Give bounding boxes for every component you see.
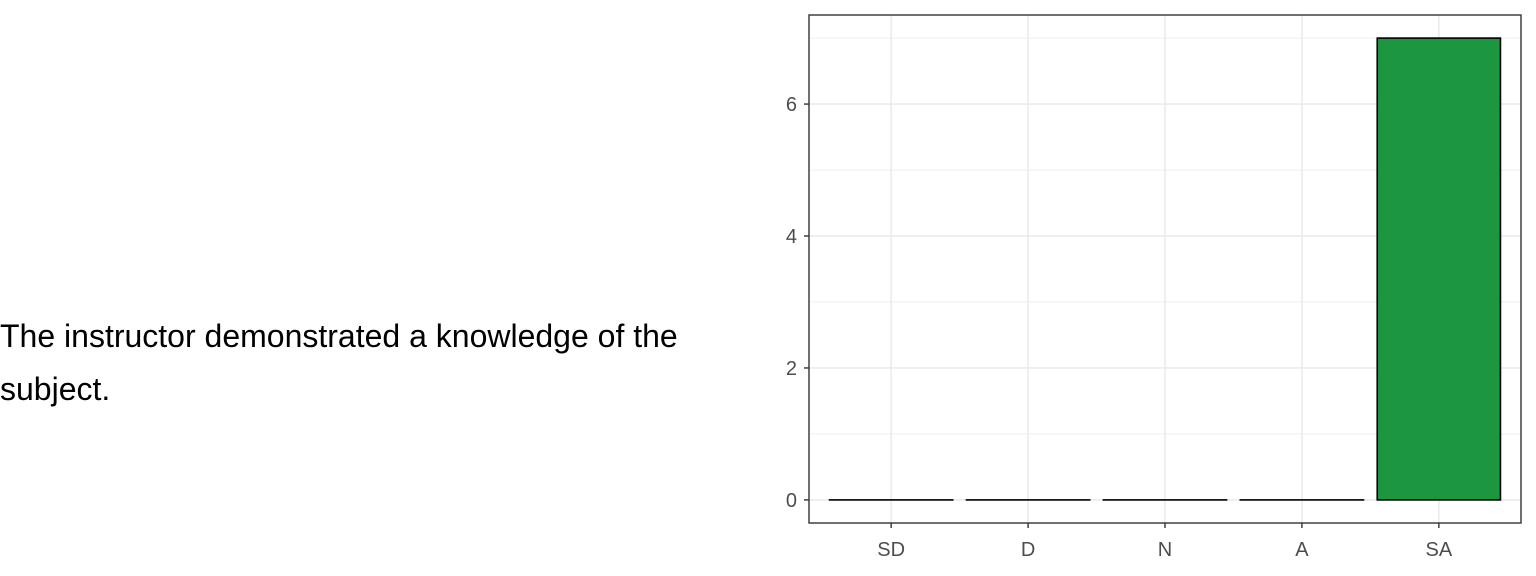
x-tick-label: SD [877, 539, 905, 561]
bars [828, 37, 1502, 501]
y-tick-label: 6 [786, 94, 797, 116]
x-tick-label: D [1021, 539, 1035, 561]
x-tick-label: SA [1426, 539, 1453, 561]
x-tick-label: N [1158, 539, 1172, 561]
y-tick-label: 0 [786, 490, 797, 512]
y-tick-label: 4 [786, 226, 797, 248]
y-tick-label: 2 [786, 358, 797, 380]
y-axis: 0 2 4 6 [786, 94, 809, 512]
x-tick-label: A [1295, 539, 1309, 561]
question-text: The instructor demonstrated a knowledge … [0, 318, 678, 407]
bar-sa [1376, 37, 1502, 501]
x-axis: SD D N A SA [877, 523, 1453, 561]
